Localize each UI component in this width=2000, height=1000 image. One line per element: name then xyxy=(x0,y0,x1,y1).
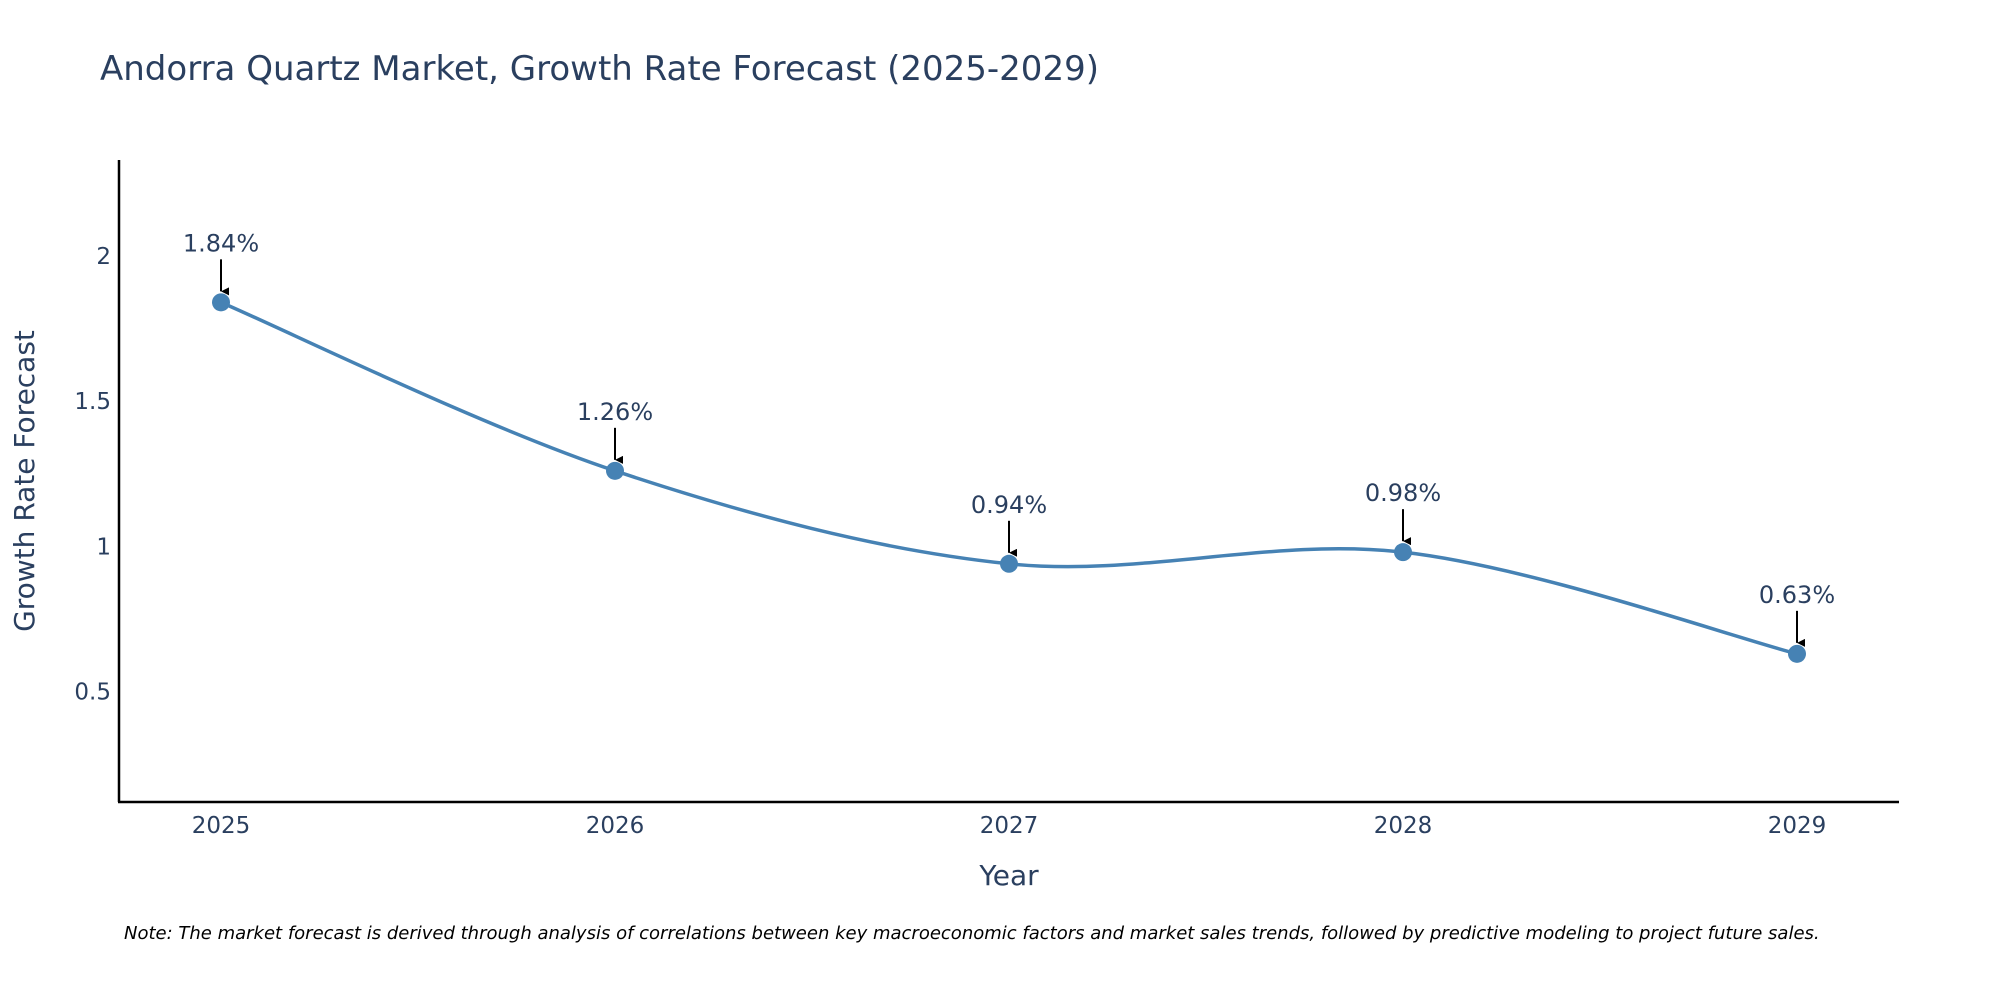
data-markers xyxy=(212,293,1806,663)
annotation-2028: 0.98% xyxy=(1365,479,1441,546)
y-axis-title: Growth Rate Forecast xyxy=(8,330,41,632)
x-tick-label: 2026 xyxy=(586,813,645,839)
data-label: 1.84% xyxy=(183,229,259,257)
x-tick-label: 2029 xyxy=(1768,813,1827,839)
y-tick-label: 1.5 xyxy=(74,389,111,415)
series-line xyxy=(220,300,1798,656)
data-label: 0.94% xyxy=(971,491,1047,519)
x-tick-label: 2028 xyxy=(1374,813,1433,839)
x-tick-label: 2025 xyxy=(192,813,251,839)
axes xyxy=(117,160,1899,804)
footnote-note: Note: The market forecast is derived thr… xyxy=(124,923,1820,944)
annotation-2026: 1.26% xyxy=(577,398,653,464)
y-tick-label: 1 xyxy=(96,534,111,560)
data-label: 0.63% xyxy=(1759,581,1835,609)
chart-title: Andorra Quartz Market, Growth Rate Forec… xyxy=(100,49,1099,89)
x-tick-labels: 2025 2026 2027 2028 2029 xyxy=(192,813,1827,839)
y-tick-label: 0.5 xyxy=(74,680,111,706)
y-tick-labels: 0.5 1 1.5 2 xyxy=(74,244,111,706)
data-point-2028 xyxy=(1394,543,1412,562)
annotation-2025: 1.84% xyxy=(183,229,259,296)
annotation-2027: 0.94% xyxy=(971,491,1047,557)
x-axis-title: Year xyxy=(978,859,1039,892)
annotation-2029: 0.63% xyxy=(1759,581,1835,647)
data-point-2026 xyxy=(606,461,624,480)
x-tick-label: 2027 xyxy=(980,813,1039,839)
data-label: 0.98% xyxy=(1365,479,1441,507)
data-point-2027 xyxy=(1000,554,1018,573)
data-annotations: 1.84% 1.26% 0.94% 0.98% 0.63% xyxy=(183,229,1835,647)
data-label: 1.26% xyxy=(577,398,653,426)
data-point-2025 xyxy=(212,293,230,312)
y-tick-label: 2 xyxy=(96,244,111,270)
data-point-2029 xyxy=(1788,644,1806,663)
